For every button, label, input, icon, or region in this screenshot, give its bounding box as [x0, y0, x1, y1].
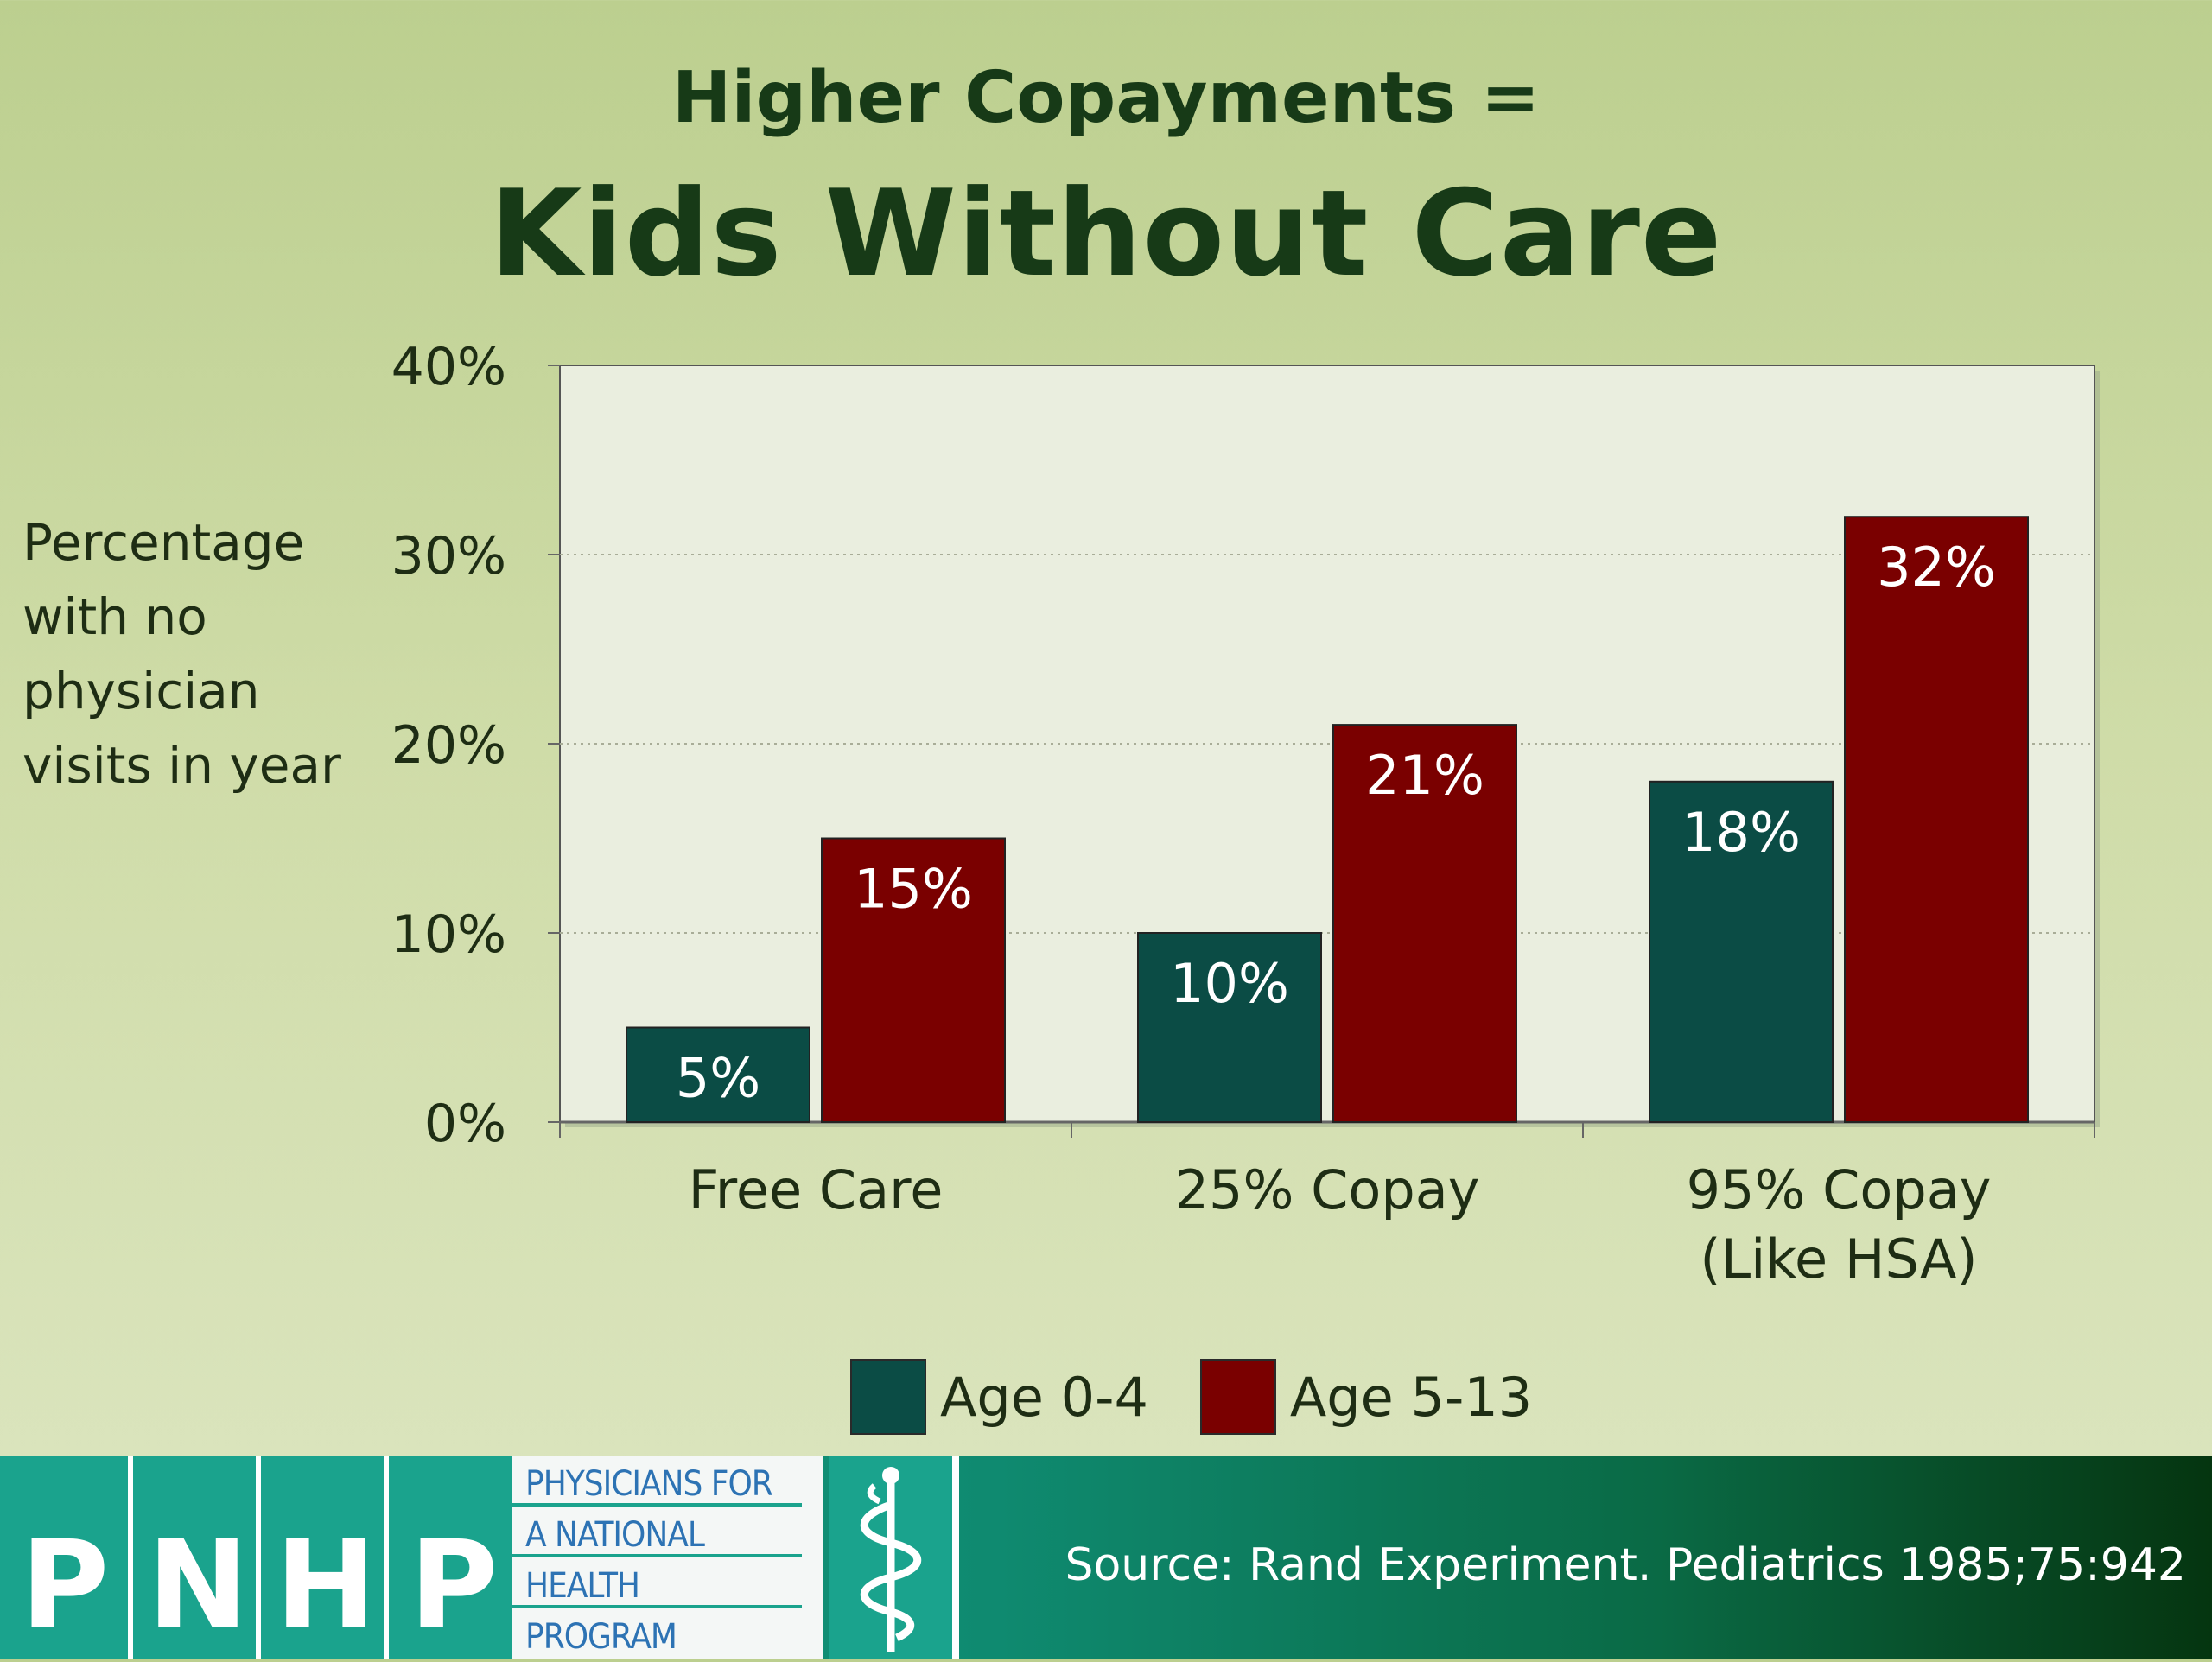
logo-letter-p2: P [384, 1456, 518, 1659]
bar-chart: 0% 10% 20% 30% 40% 5% 15% Free Care 10% 21% 25% Co… [391, 337, 2100, 1291]
y-axis-label-line: with no [22, 587, 207, 646]
x-category-label: (Like HSA) [1700, 1227, 1977, 1291]
logo-letter-h: H [256, 1456, 391, 1659]
chart-legend: Age 0-4 Age 5-13 [850, 1358, 1584, 1436]
bar-age-5-13 [1844, 516, 2029, 1123]
y-axis-label-line: Percentage [22, 513, 305, 572]
bar-age-0-4 [1137, 932, 1322, 1123]
logo-text-line: PHYSICIANS FOR [512, 1465, 802, 1507]
bar-age-5-13 [821, 837, 1006, 1123]
logo-text-line: PROGRAM [525, 1617, 677, 1657]
legend-swatch-age-5-13 [1199, 1359, 1276, 1435]
legend-item-age-0-4: Age 0-4 [850, 1359, 1148, 1435]
legend-swatch-age-0-4 [850, 1359, 926, 1435]
x-category-label: 95% Copay [1687, 1158, 1992, 1221]
bar-age-0-4 [1649, 780, 1834, 1123]
logo-letter-n: N [128, 1456, 263, 1659]
x-category-label: 25% Copay [1175, 1158, 1480, 1221]
y-tick-label: 40% [391, 337, 506, 397]
legend-item-age-5-13: Age 5-13 [1199, 1359, 1533, 1435]
legend-label-age-5-13: Age 5-13 [1289, 1365, 1533, 1429]
logo-text-panel: PHYSICIANS FOR A NATIONAL HEALTH PROGRAM [512, 1456, 823, 1659]
source-citation: Source: Rand Experiment. Pediatrics 1985… [1065, 1539, 2186, 1591]
bar-data-label: 32% [1877, 536, 1996, 599]
bar-age-5-13 [1332, 724, 1517, 1123]
bar-data-label: 15% [854, 858, 973, 921]
slide-title: Kids Without Care [489, 164, 1723, 303]
y-tick-label: 0% [424, 1094, 506, 1154]
bar-data-label: 18% [1681, 801, 1801, 864]
y-axis-label: Percentage with no physician visits in y… [22, 505, 368, 802]
legend-label-age-0-4: Age 0-4 [940, 1365, 1148, 1429]
logo-letter-p: P [0, 1456, 130, 1659]
bar-data-label: 21% [1365, 744, 1484, 807]
y-axis-label-line: physician [22, 662, 260, 720]
caduceus-icon [830, 1456, 959, 1659]
bar-data-label: 5% [676, 1047, 760, 1110]
y-tick-label: 10% [391, 904, 506, 965]
y-axis-label-line: visits in year [22, 736, 341, 795]
footer-banner: P N H P PHYSICIANS FOR A NATIONAL HEALTH… [0, 1456, 2212, 1659]
slide-subtitle: Higher Copayments = [671, 57, 1541, 139]
logo-text-line: A NATIONAL [512, 1516, 802, 1557]
pnhp-logo: P N H P PHYSICIANS FOR A NATIONAL HEALTH… [0, 1456, 959, 1659]
bar-data-label: 10% [1170, 952, 1289, 1015]
x-category-label: Free Care [689, 1158, 944, 1221]
y-tick-label: 20% [391, 715, 506, 776]
bar-age-0-4 [626, 1026, 810, 1123]
logo-text-line: HEALTH [512, 1567, 802, 1608]
y-tick-label: 30% [391, 526, 506, 587]
